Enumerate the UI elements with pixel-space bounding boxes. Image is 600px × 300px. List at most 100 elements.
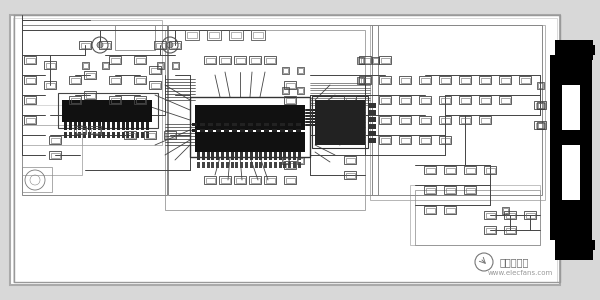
Bar xyxy=(25,58,35,62)
Bar xyxy=(208,129,213,132)
Bar xyxy=(346,98,355,103)
Bar xyxy=(346,158,355,163)
Bar xyxy=(274,152,277,160)
Bar xyxy=(562,85,580,130)
Bar xyxy=(459,96,471,104)
Bar xyxy=(71,98,79,103)
Bar xyxy=(466,167,475,172)
Bar xyxy=(419,116,431,124)
Bar xyxy=(284,111,296,119)
Bar xyxy=(208,123,213,126)
Bar xyxy=(296,123,301,126)
Bar xyxy=(245,162,248,168)
Bar xyxy=(550,55,562,240)
Bar xyxy=(293,162,296,168)
Bar xyxy=(74,132,77,138)
Bar xyxy=(136,122,139,130)
Bar xyxy=(485,167,494,172)
Bar xyxy=(151,68,160,73)
Bar xyxy=(464,186,476,194)
Bar xyxy=(281,86,289,94)
Bar xyxy=(136,98,145,103)
Bar xyxy=(240,129,245,132)
Bar xyxy=(440,137,449,142)
Bar xyxy=(187,32,197,38)
Bar xyxy=(288,162,291,168)
Bar xyxy=(44,61,56,69)
Bar xyxy=(419,136,431,144)
Bar xyxy=(109,76,121,84)
Bar xyxy=(283,158,287,163)
Bar xyxy=(46,62,55,68)
Bar xyxy=(253,32,263,38)
Bar xyxy=(534,101,546,109)
Bar xyxy=(232,129,237,132)
Bar xyxy=(283,162,286,168)
Text: www.elecfans.com: www.elecfans.com xyxy=(488,270,553,276)
Bar xyxy=(298,88,302,92)
Bar xyxy=(346,112,355,118)
Bar xyxy=(107,132,110,138)
Bar xyxy=(62,100,152,122)
Bar xyxy=(69,132,72,138)
Bar xyxy=(380,98,389,103)
Bar xyxy=(22,20,162,145)
Bar xyxy=(504,211,516,219)
Bar xyxy=(359,56,371,64)
Bar xyxy=(538,103,542,107)
Bar xyxy=(197,162,200,168)
Bar xyxy=(74,126,86,134)
Circle shape xyxy=(167,42,173,48)
Circle shape xyxy=(97,42,103,48)
Bar xyxy=(202,152,205,160)
Bar xyxy=(264,129,269,132)
Bar xyxy=(459,76,471,84)
Bar xyxy=(185,30,199,40)
Bar xyxy=(202,162,205,168)
Bar xyxy=(479,116,491,124)
Bar xyxy=(24,116,36,124)
Bar xyxy=(555,40,593,60)
Bar xyxy=(216,152,219,160)
Bar xyxy=(503,208,508,212)
Bar xyxy=(288,123,293,126)
Bar xyxy=(505,212,515,217)
Bar xyxy=(251,30,265,40)
Bar xyxy=(134,76,146,84)
Bar xyxy=(168,25,378,195)
Bar xyxy=(136,132,139,138)
Bar xyxy=(205,58,215,62)
Bar xyxy=(439,96,451,104)
Bar xyxy=(368,117,376,122)
Bar xyxy=(536,103,545,107)
Bar xyxy=(127,122,130,130)
Bar xyxy=(131,132,134,138)
Bar xyxy=(401,118,409,122)
Bar xyxy=(373,58,377,62)
Bar xyxy=(131,122,134,130)
Bar xyxy=(251,178,260,182)
Bar xyxy=(22,105,82,145)
Bar xyxy=(283,68,287,73)
Bar xyxy=(103,122,106,130)
Bar xyxy=(499,96,511,104)
Bar xyxy=(117,122,120,130)
Bar xyxy=(235,178,245,182)
Bar xyxy=(379,96,391,104)
Bar xyxy=(254,152,257,160)
Bar xyxy=(122,132,125,138)
Bar xyxy=(76,128,85,133)
Bar xyxy=(296,157,304,164)
Bar xyxy=(281,157,289,164)
Bar xyxy=(24,76,36,84)
Bar xyxy=(226,152,229,160)
Bar xyxy=(380,77,389,83)
Bar xyxy=(192,129,197,132)
Bar xyxy=(461,77,470,83)
Bar xyxy=(98,132,101,138)
Bar xyxy=(83,132,86,138)
Bar xyxy=(264,176,276,184)
Bar xyxy=(269,152,272,160)
Bar xyxy=(562,145,580,200)
Bar xyxy=(136,58,145,62)
